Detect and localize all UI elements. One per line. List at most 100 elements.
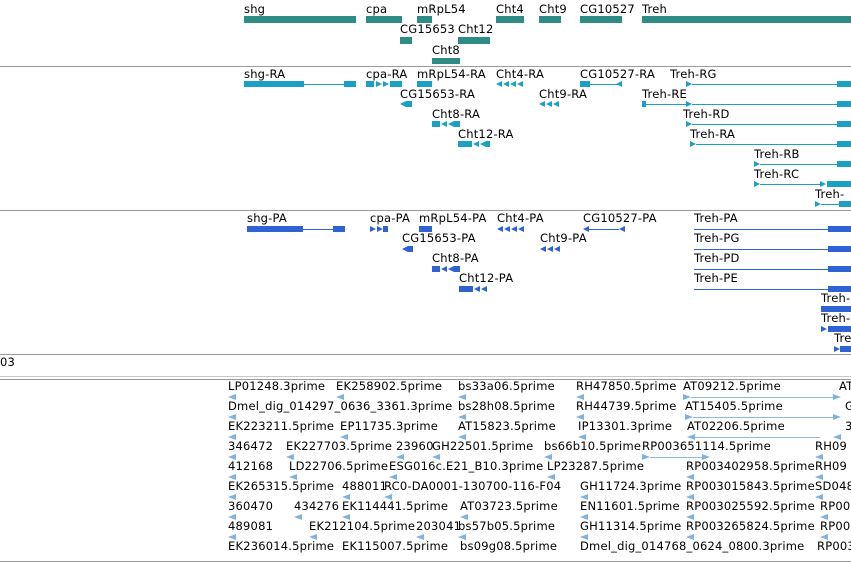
est-feature[interactable] xyxy=(580,534,588,540)
cds[interactable] xyxy=(408,246,413,252)
est-label[interactable]: GH22501.5prime xyxy=(432,439,534,453)
gene-label[interactable]: mRpL54 xyxy=(417,2,466,16)
est-feature[interactable] xyxy=(228,474,236,480)
est-feature[interactable] xyxy=(580,494,588,500)
cds[interactable] xyxy=(459,286,473,292)
cds[interactable] xyxy=(432,266,440,272)
exon[interactable] xyxy=(837,121,851,127)
protein-label[interactable]: Treh- xyxy=(821,311,851,325)
protein-label[interactable]: shg-PA xyxy=(247,211,287,225)
est-feature[interactable] xyxy=(687,434,695,440)
est-label[interactable]: LD22706.5prime xyxy=(289,459,389,473)
est-label[interactable]: EK227703.5prime xyxy=(286,439,393,453)
transcript-label[interactable]: CG10527-RA xyxy=(580,67,656,81)
est-feature[interactable] xyxy=(686,494,694,500)
protein-label[interactable]: Cht8-PA xyxy=(432,251,479,265)
transcript-label[interactable]: CG15653-RA xyxy=(400,87,476,101)
est-feature[interactable] xyxy=(228,394,236,400)
est-feature[interactable] xyxy=(309,534,317,540)
protein-label[interactable]: Treh-PD xyxy=(694,251,740,265)
est-feature[interactable] xyxy=(547,474,555,480)
est-feature[interactable] xyxy=(228,454,236,460)
est-label[interactable]: EK258902.5prime xyxy=(336,380,443,393)
exon[interactable] xyxy=(366,81,374,87)
est-label[interactable]: IP13301.3prime xyxy=(578,419,673,433)
est-feature[interactable] xyxy=(580,514,588,520)
protein-label[interactable]: CG10527-PA xyxy=(583,211,657,225)
est-label[interactable]: EN11601.5prime xyxy=(580,499,680,513)
est-feature[interactable] xyxy=(685,414,693,420)
est-label[interactable]: EK236014.5prime xyxy=(228,539,335,553)
transcript-label[interactable]: Treh-RD xyxy=(683,107,730,121)
gene-bar[interactable] xyxy=(244,16,356,23)
est-feature[interactable] xyxy=(342,494,350,500)
est-label[interactable]: RP003015843.5prime xyxy=(686,479,815,493)
cds[interactable] xyxy=(383,226,388,232)
est-feature[interactable] xyxy=(820,514,828,520)
transcript-label[interactable]: cpa-RA xyxy=(366,67,408,81)
est-label[interactable]: 346472 xyxy=(228,439,274,453)
gene-label[interactable]: shg xyxy=(244,2,266,16)
protein-label[interactable]: Cht12-PA xyxy=(459,271,514,285)
est-feature[interactable] xyxy=(815,454,823,460)
exon[interactable] xyxy=(837,101,851,107)
exon[interactable] xyxy=(432,121,440,127)
gene-bar[interactable] xyxy=(458,37,490,44)
protein-label[interactable]: CG15653-PA xyxy=(402,231,476,245)
est-label[interactable]: 203041 xyxy=(416,519,462,533)
est-feature[interactable] xyxy=(460,514,468,520)
cds[interactable] xyxy=(821,306,851,312)
est-feature[interactable] xyxy=(833,414,841,420)
exon[interactable] xyxy=(390,81,402,87)
gene-bar[interactable] xyxy=(642,16,851,23)
exon[interactable] xyxy=(837,141,851,147)
est-feature[interactable] xyxy=(820,534,828,540)
gene-label[interactable]: CG10527 xyxy=(580,2,635,16)
est-label[interactable]: EK223211.5prime xyxy=(228,419,335,433)
est-feature[interactable] xyxy=(576,414,584,420)
est-feature[interactable] xyxy=(458,414,466,420)
est-label[interactable]: 488011 xyxy=(342,479,388,493)
est-feature[interactable] xyxy=(389,474,397,480)
est-label[interactable]: bs28h08.5prime xyxy=(458,399,556,413)
transcript-label[interactable]: Treh- xyxy=(815,187,845,201)
exon[interactable] xyxy=(344,81,356,87)
est-label[interactable]: RP003651114.5prime xyxy=(642,439,771,453)
est-feature[interactable] xyxy=(432,454,440,460)
cds[interactable] xyxy=(247,226,303,232)
gene-label[interactable]: Cht12 xyxy=(458,22,494,36)
exon[interactable] xyxy=(454,121,460,127)
exon[interactable] xyxy=(827,181,851,187)
protein-label[interactable]: cpa-PA xyxy=(370,211,411,225)
protein-label[interactable]: Treh-PG xyxy=(694,231,740,245)
est-feature[interactable] xyxy=(416,534,424,540)
transcript-label[interactable]: Cht9-RA xyxy=(539,87,588,101)
est-label[interactable]: 434276 xyxy=(294,499,340,513)
est-label[interactable]: 360470 xyxy=(228,499,274,513)
est-label[interactable]: RP003265824.5prime xyxy=(686,519,815,533)
est-label[interactable]: RH09 xyxy=(815,459,848,473)
cds[interactable] xyxy=(828,246,851,252)
cds[interactable] xyxy=(828,326,851,332)
est-feature[interactable] xyxy=(289,474,297,480)
exon[interactable] xyxy=(642,101,646,107)
est-feature[interactable] xyxy=(702,454,710,460)
est-label[interactable]: bs09g08.5prime xyxy=(460,539,558,553)
est-feature[interactable] xyxy=(833,394,841,400)
gene-label[interactable]: CG15653 xyxy=(400,22,455,36)
cds[interactable] xyxy=(419,226,432,232)
est-feature[interactable] xyxy=(683,394,691,400)
gene-label[interactable]: Cht4 xyxy=(496,2,524,16)
exon[interactable] xyxy=(458,141,472,147)
transcript-label[interactable]: Treh-RA xyxy=(690,127,736,141)
gene-label[interactable]: Cht8 xyxy=(432,43,460,57)
transcript-label[interactable]: Cht4-RA xyxy=(496,67,545,81)
est-feature[interactable] xyxy=(228,414,236,420)
est-label[interactable]: RH09 xyxy=(815,439,848,453)
est-label[interactable]: RH47850.5prime xyxy=(576,380,677,393)
est-feature[interactable] xyxy=(384,494,392,500)
gene-label[interactable]: Cht9 xyxy=(539,2,567,16)
transcript-label[interactable]: Cht8-RA xyxy=(432,107,481,121)
est-label[interactable]: EK212104.5prime xyxy=(309,519,416,533)
exon[interactable] xyxy=(486,141,490,147)
